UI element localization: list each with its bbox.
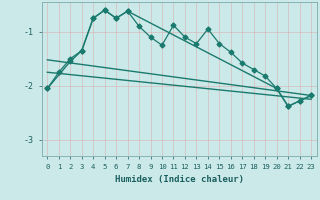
X-axis label: Humidex (Indice chaleur): Humidex (Indice chaleur) xyxy=(115,175,244,184)
